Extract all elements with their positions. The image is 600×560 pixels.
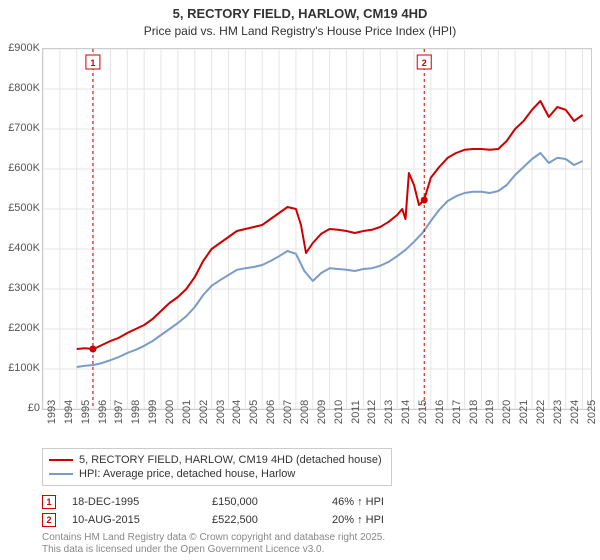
footer-line2: This data is licensed under the Open Gov… bbox=[42, 544, 385, 556]
x-tick-label: 2025 bbox=[586, 400, 598, 424]
footer-attribution: Contains HM Land Registry data © Crown c… bbox=[42, 532, 385, 556]
legend-swatch-price bbox=[49, 459, 73, 461]
x-tick-label: 2023 bbox=[552, 400, 564, 424]
x-tick-label: 1995 bbox=[80, 400, 92, 424]
x-tick-label: 2014 bbox=[400, 400, 412, 424]
transaction-date: 10-AUG-2015 bbox=[72, 514, 212, 526]
marker-box-1: 1 bbox=[42, 495, 56, 509]
svg-text:1: 1 bbox=[90, 58, 95, 68]
x-tick-label: 1998 bbox=[130, 400, 142, 424]
x-tick-label: 2003 bbox=[215, 400, 227, 424]
x-tick-label: 2001 bbox=[181, 400, 193, 424]
x-tick-label: 2007 bbox=[282, 400, 294, 424]
transaction-pct: 20% ↑ HPI bbox=[332, 514, 442, 526]
table-row: 1 18-DEC-1995 £150,000 46% ↑ HPI bbox=[42, 493, 442, 511]
x-tick-label: 2024 bbox=[569, 400, 581, 424]
x-tick-label: 2010 bbox=[333, 400, 345, 424]
x-tick-label: 2021 bbox=[518, 400, 530, 424]
y-tick-label: £600K bbox=[0, 162, 40, 174]
transaction-date: 18-DEC-1995 bbox=[72, 496, 212, 508]
x-tick-label: 2002 bbox=[198, 400, 210, 424]
y-tick-label: £500K bbox=[0, 202, 40, 214]
y-tick-label: £100K bbox=[0, 362, 40, 374]
x-tick-label: 2015 bbox=[417, 400, 429, 424]
y-tick-label: £200K bbox=[0, 322, 40, 334]
y-tick-label: £800K bbox=[0, 82, 40, 94]
x-tick-label: 2022 bbox=[535, 400, 547, 424]
y-tick-label: £900K bbox=[0, 42, 40, 54]
x-tick-label: 2004 bbox=[231, 400, 243, 424]
x-tick-label: 2005 bbox=[248, 400, 260, 424]
x-tick-label: 2011 bbox=[350, 400, 362, 424]
svg-text:2: 2 bbox=[422, 58, 427, 68]
x-tick-label: 2000 bbox=[164, 400, 176, 424]
table-row: 2 10-AUG-2015 £522,500 20% ↑ HPI bbox=[42, 511, 442, 529]
legend-swatch-hpi bbox=[49, 473, 73, 475]
transaction-pct: 46% ↑ HPI bbox=[332, 496, 442, 508]
x-tick-label: 2017 bbox=[451, 400, 463, 424]
plot-area: 12 bbox=[42, 48, 592, 410]
legend-label-price: 5, RECTORY FIELD, HARLOW, CM19 4HD (deta… bbox=[79, 454, 382, 466]
y-tick-label: £0 bbox=[0, 402, 40, 414]
x-tick-label: 2018 bbox=[468, 400, 480, 424]
y-tick-label: £700K bbox=[0, 122, 40, 134]
legend-item-price: 5, RECTORY FIELD, HARLOW, CM19 4HD (deta… bbox=[49, 453, 385, 467]
legend-label-hpi: HPI: Average price, detached house, Harl… bbox=[79, 468, 295, 480]
x-tick-label: 2016 bbox=[434, 400, 446, 424]
plot-svg: 12 bbox=[43, 49, 591, 409]
y-tick-label: £300K bbox=[0, 282, 40, 294]
x-tick-label: 1994 bbox=[63, 400, 75, 424]
x-tick-label: 1996 bbox=[97, 400, 109, 424]
legend-item-hpi: HPI: Average price, detached house, Harl… bbox=[49, 467, 385, 481]
x-tick-label: 2009 bbox=[316, 400, 328, 424]
x-tick-label: 2020 bbox=[501, 400, 513, 424]
x-tick-label: 2006 bbox=[265, 400, 277, 424]
x-tick-label: 1997 bbox=[113, 400, 125, 424]
y-tick-label: £400K bbox=[0, 242, 40, 254]
chart-title-line2: Price paid vs. HM Land Registry's House … bbox=[0, 23, 600, 38]
transaction-price: £522,500 bbox=[212, 514, 332, 526]
transaction-price: £150,000 bbox=[212, 496, 332, 508]
marker-box-2: 2 bbox=[42, 513, 56, 527]
x-tick-label: 2008 bbox=[299, 400, 311, 424]
x-tick-label: 1993 bbox=[46, 400, 58, 424]
x-tick-label: 2012 bbox=[366, 400, 378, 424]
chart-title-line1: 5, RECTORY FIELD, HARLOW, CM19 4HD bbox=[0, 0, 600, 23]
x-tick-label: 1999 bbox=[147, 400, 159, 424]
x-tick-label: 2019 bbox=[484, 400, 496, 424]
transactions-table: 1 18-DEC-1995 £150,000 46% ↑ HPI 2 10-AU… bbox=[42, 493, 442, 529]
x-tick-label: 2013 bbox=[383, 400, 395, 424]
footer-line1: Contains HM Land Registry data © Crown c… bbox=[42, 532, 385, 544]
legend-box: 5, RECTORY FIELD, HARLOW, CM19 4HD (deta… bbox=[42, 448, 392, 486]
